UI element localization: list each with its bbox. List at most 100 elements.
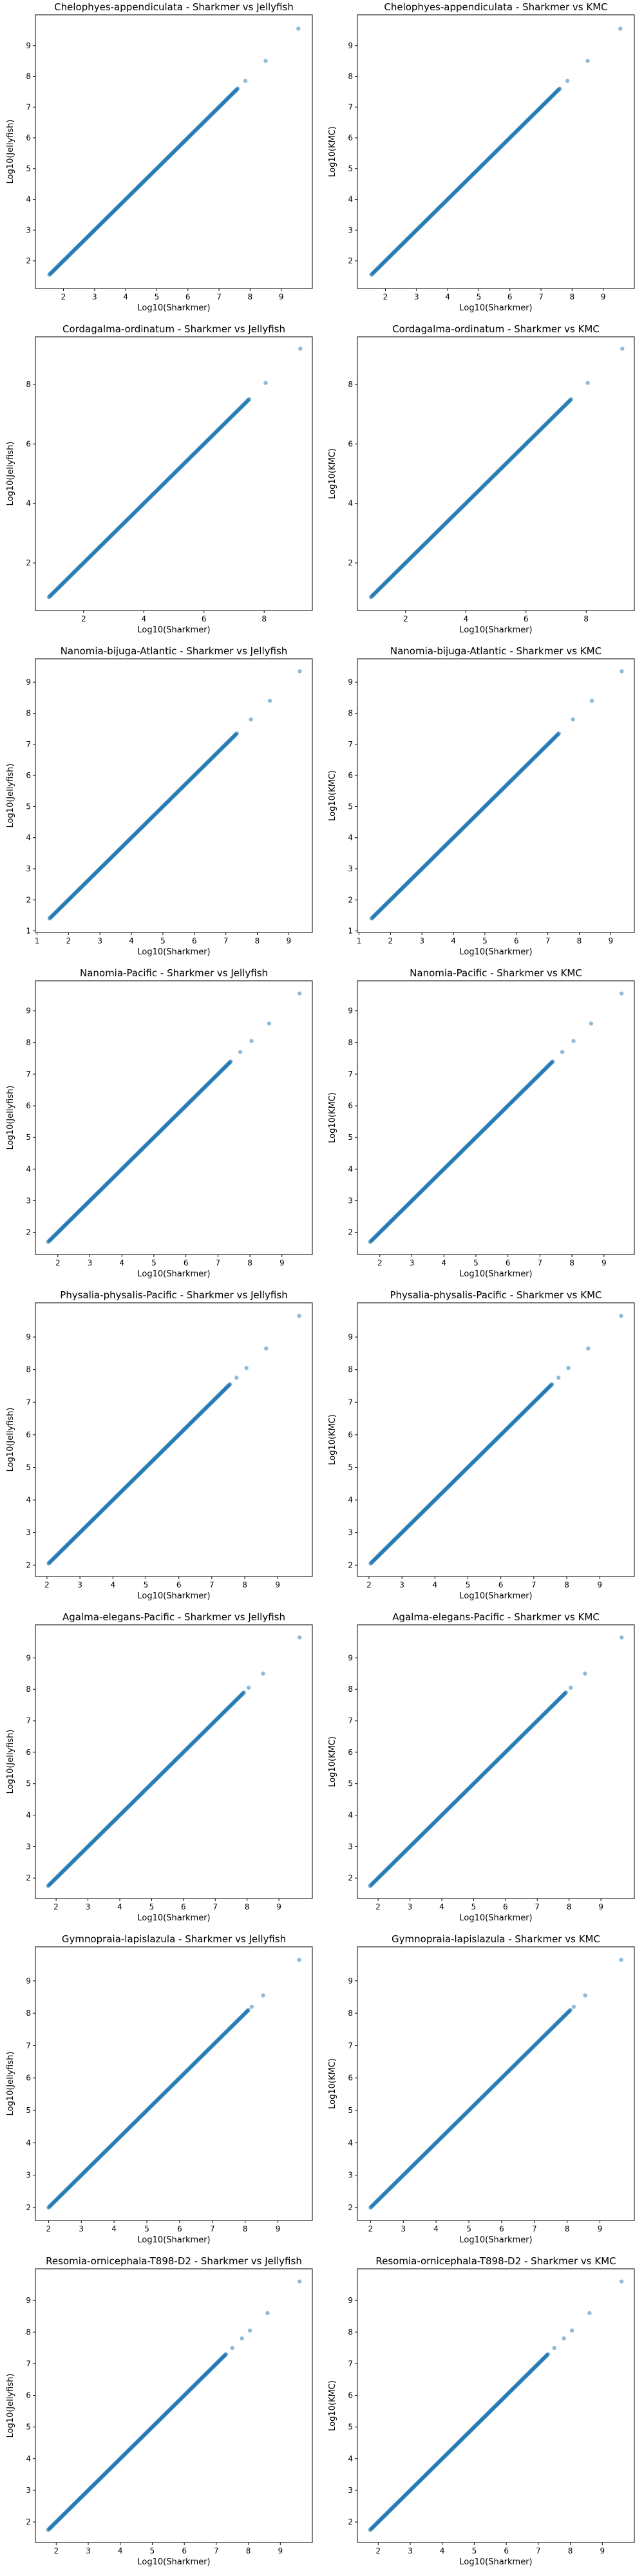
x-tick-label: 9 — [287, 936, 292, 945]
scatter-panel: Gymnopraia-lapislazula - Sharkmer vs KMC… — [328, 1933, 635, 2245]
y-tick-label: 8 — [26, 1365, 31, 1374]
y-tick-label: 7 — [26, 2041, 31, 2050]
data-point — [571, 717, 575, 722]
x-tick-label: 2 — [375, 1902, 381, 1911]
y-tick-label: 8 — [348, 1365, 353, 1374]
x-tick-label: 5 — [473, 1258, 478, 1267]
y-tick-label: 7 — [348, 1716, 353, 1725]
x-tick-label: 5 — [471, 1902, 477, 1911]
y-tick-label: 5 — [348, 1463, 353, 1472]
y-axis-label: Log10(KMC) — [328, 1736, 337, 1787]
y-tick-label: 2 — [26, 256, 31, 265]
data-points — [46, 1382, 232, 1566]
data-point — [246, 1685, 251, 1690]
x-tick-label: 7 — [535, 1902, 540, 1911]
x-tick-label: 6 — [498, 1580, 504, 1589]
chart-title: Agalma-elegans-Pacific - Sharkmer vs KMC — [392, 1611, 600, 1623]
data-point — [297, 1957, 301, 1962]
x-tick-label: 4 — [451, 936, 456, 945]
x-tick-label: 7 — [216, 1258, 221, 1267]
axes-frame — [35, 980, 313, 1255]
y-tick-label: 2 — [348, 558, 353, 567]
data-point — [620, 1635, 624, 1640]
y-tick-label: 6 — [26, 1748, 31, 1757]
x-tick-label: 2 — [377, 1258, 383, 1267]
x-tick-label: 3 — [77, 1580, 82, 1589]
data-point — [249, 2004, 254, 2009]
data-point — [229, 1059, 233, 1064]
chart-title: Cordagalma-ordinatum - Sharkmer vs KMC — [392, 323, 600, 335]
x-tick-label: 8 — [567, 1902, 572, 1911]
data-point — [235, 86, 240, 91]
x-axis-label: Log10(Sharkmer) — [137, 1269, 210, 1279]
scatter-panel: Chelophyes-appendiculata - Sharkmer vs K… — [328, 1, 635, 313]
x-tick-label: 3 — [86, 1902, 91, 1911]
data-points — [368, 2007, 573, 2210]
x-tick-label: 2 — [61, 292, 66, 301]
chart-title: Nanomia-bijuga-Atlantic - Sharkmer vs Je… — [61, 645, 288, 657]
data-points — [46, 397, 252, 600]
data-point — [571, 1039, 576, 1043]
x-axis-label: Log10(Sharkmer) — [137, 1913, 210, 1923]
x-tick-label: 7 — [216, 292, 222, 301]
scatter-panel: Physalia-physalis-Pacific - Sharkmer vs … — [6, 1289, 313, 1601]
y-tick-label: 9 — [26, 1007, 31, 1016]
y-axis-label: Log10(Jellyfish) — [6, 1408, 15, 1472]
y-tick-label: 4 — [348, 1495, 353, 1504]
x-tick-label: 8 — [577, 936, 582, 945]
y-tick-label: 8 — [348, 709, 353, 718]
x-tick-label: 3 — [399, 1580, 404, 1589]
y-tick-label: 7 — [26, 1070, 31, 1079]
axes-frame — [35, 14, 313, 289]
x-tick-label: 3 — [410, 1258, 415, 1267]
data-points — [368, 1059, 555, 1244]
data-points — [369, 86, 562, 277]
x-tick-label: 8 — [243, 2224, 248, 2233]
x-tick-label: 8 — [261, 614, 267, 623]
y-tick-label: 7 — [348, 102, 353, 111]
data-point — [586, 1346, 591, 1351]
x-tick-label: 8 — [583, 614, 589, 623]
y-tick-label: 5 — [26, 1779, 31, 1788]
y-tick-label: 5 — [26, 2106, 31, 2115]
x-tick-label: 9 — [601, 292, 606, 301]
y-tick-label: 3 — [348, 864, 353, 873]
y-tick-label: 8 — [26, 709, 31, 718]
x-tick-label: 2 — [366, 1580, 372, 1589]
y-tick-label: 7 — [348, 1397, 353, 1406]
x-tick-label: 4 — [463, 614, 468, 623]
data-point — [551, 1059, 555, 1064]
x-axis-label: Log10(Sharkmer) — [137, 947, 210, 957]
x-tick-label: 8 — [570, 292, 575, 301]
y-axis-label: Log10(KMC) — [328, 770, 337, 821]
data-point — [619, 1314, 623, 1318]
x-tick-label: 6 — [503, 1902, 508, 1911]
data-point — [243, 79, 248, 83]
chart-title: Gymnopraia-lapislazula - Sharkmer vs KMC — [392, 1933, 600, 1945]
x-tick-label: 6 — [192, 936, 197, 945]
x-tick-label: 8 — [255, 936, 260, 945]
x-tick-label: 8 — [245, 1902, 250, 1911]
x-axis-label: Log10(Sharkmer) — [459, 1269, 532, 1279]
y-tick-label: 8 — [26, 1685, 31, 1694]
x-tick-label: 7 — [531, 1580, 536, 1589]
scatter-panel: Nanomia-bijuga-Atlantic - Sharkmer vs Je… — [6, 645, 313, 957]
data-point — [585, 381, 590, 385]
y-axis-label: Log10(KMC) — [328, 448, 337, 499]
y-tick-label: 7 — [26, 1716, 31, 1725]
scatter-panel: Nanomia-bijuga-Atlantic - Sharkmer vs KM… — [328, 645, 635, 957]
y-tick-label: 8 — [26, 1038, 31, 1047]
y-tick-label: 5 — [348, 1133, 353, 1142]
y-tick-label: 4 — [348, 1811, 353, 1820]
scatter-panel: Cordagalma-ordinatum - Sharkmer vs Jelly… — [6, 323, 313, 635]
x-tick-label: 7 — [210, 2224, 215, 2233]
y-tick-label: 5 — [348, 802, 353, 811]
y-tick-label: 3 — [26, 1528, 31, 1537]
y-tick-label: 3 — [348, 1528, 353, 1537]
data-point — [296, 26, 301, 31]
x-tick-label: 9 — [276, 2224, 281, 2233]
y-tick-label: 2 — [26, 1560, 31, 1569]
chart-title: Nanomia-bijuga-Atlantic - Sharkmer vs KM… — [390, 645, 601, 657]
x-tick-label: 4 — [445, 292, 450, 301]
x-tick-label: 4 — [439, 1902, 444, 1911]
